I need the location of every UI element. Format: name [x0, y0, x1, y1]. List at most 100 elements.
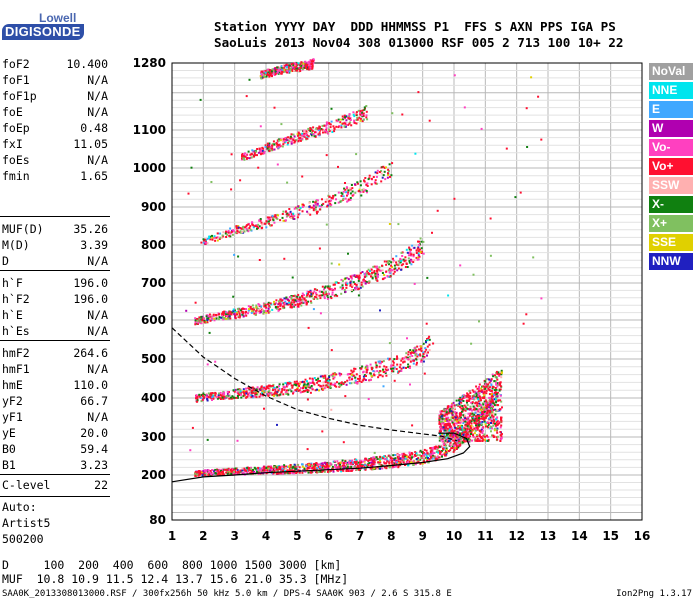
echo-point	[441, 410, 444, 413]
echo-point	[247, 468, 250, 471]
echo-point	[490, 383, 493, 386]
echo-point	[256, 148, 259, 150]
echo-point	[359, 377, 361, 380]
echo-point	[473, 427, 476, 430]
echo-point	[483, 407, 486, 410]
echo-point	[328, 195, 331, 198]
echo-point	[205, 315, 208, 318]
echo-point	[388, 271, 391, 274]
echo-point	[210, 318, 213, 321]
echo-point	[346, 188, 349, 191]
echo-point	[362, 464, 365, 467]
echo-point	[203, 320, 206, 322]
echo-point	[430, 456, 432, 459]
echo-point	[234, 317, 237, 320]
echo-point	[324, 375, 327, 378]
echo-point	[475, 424, 477, 427]
echo-point	[329, 123, 332, 126]
echo-point	[480, 408, 483, 411]
echo-point	[382, 360, 385, 363]
echo-point	[238, 312, 241, 315]
echo-point	[459, 421, 462, 424]
echo-point	[297, 469, 300, 472]
echo-point	[488, 378, 491, 381]
echo-point	[328, 470, 331, 473]
echo-point	[313, 464, 316, 467]
echo-point	[325, 378, 328, 381]
echo-point	[330, 349, 333, 352]
echo-point	[280, 391, 283, 394]
echo-point	[451, 435, 454, 438]
echo-point	[289, 304, 292, 307]
echo-point	[247, 469, 250, 472]
x-tick-label: 3	[230, 529, 238, 543]
echo-point	[352, 113, 355, 116]
echo-point	[443, 410, 446, 413]
echo-point	[262, 312, 265, 315]
echo-point	[402, 455, 405, 458]
echo-point	[284, 382, 287, 385]
echo-point	[403, 260, 406, 263]
echo-point	[286, 389, 288, 392]
echo-point	[366, 182, 369, 185]
echo-point	[401, 357, 404, 360]
echo-point	[197, 321, 200, 324]
echo-point	[282, 305, 285, 308]
echo-point	[463, 439, 466, 442]
echo-point	[485, 378, 488, 381]
echo-point	[312, 297, 315, 300]
echo-point	[452, 408, 455, 411]
echo-point	[422, 453, 425, 456]
echo-point	[498, 388, 501, 391]
echo-point	[237, 392, 240, 395]
echo-point	[210, 314, 213, 317]
echo-point	[480, 390, 483, 393]
echo-point	[483, 395, 486, 398]
echo-point	[359, 461, 362, 464]
echo-point	[342, 190, 345, 193]
echo-point	[264, 388, 267, 391]
echo-point	[348, 378, 351, 381]
echo-point	[469, 419, 472, 422]
echo-point	[348, 382, 351, 385]
echo-point	[422, 342, 425, 345]
echo-point	[355, 111, 358, 114]
echo-point	[366, 191, 368, 194]
echo-point	[274, 387, 277, 390]
echo-point	[299, 136, 302, 139]
echo-point	[454, 442, 457, 445]
echo-point	[369, 270, 371, 272]
echo-point	[492, 401, 495, 404]
echo-point	[407, 366, 410, 368]
echo-point	[245, 469, 248, 472]
echo-point	[213, 317, 216, 320]
echo-point	[488, 389, 491, 391]
echo-point	[312, 204, 315, 207]
echo-point	[424, 347, 427, 350]
echo-point	[483, 412, 486, 415]
echo-point	[362, 278, 365, 281]
echo-point	[268, 310, 271, 313]
echo-point	[271, 384, 274, 387]
echo-point	[346, 194, 348, 197]
echo-point	[290, 297, 293, 300]
echo-point	[304, 64, 307, 66]
echo-point	[333, 294, 336, 297]
echo-point	[291, 65, 294, 68]
echo-point	[431, 450, 434, 453]
echo-point	[392, 454, 395, 457]
echo-point	[483, 406, 486, 409]
echo-point	[285, 302, 288, 305]
echo-point	[225, 311, 228, 314]
echo-point	[380, 172, 383, 175]
echo-point	[343, 289, 346, 291]
echo-point	[267, 384, 270, 387]
echo-point	[494, 424, 497, 427]
echo-point	[462, 407, 465, 410]
echo-point	[290, 217, 293, 219]
echo-point	[263, 466, 266, 469]
echo-point	[420, 240, 423, 243]
echo-point	[307, 68, 310, 70]
echo-point	[236, 230, 239, 232]
x-tick-label: 13	[540, 529, 557, 543]
